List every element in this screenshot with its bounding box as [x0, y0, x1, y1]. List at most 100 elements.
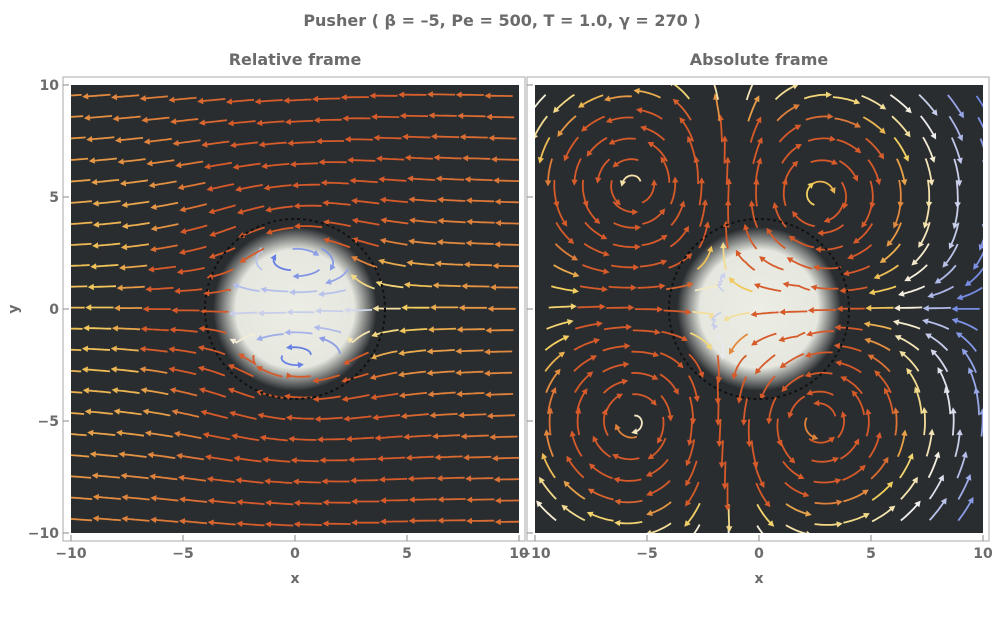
streamline	[555, 222, 574, 244]
streamline-arrowhead	[922, 318, 929, 325]
streamline-arrowhead	[427, 390, 434, 398]
streamline	[548, 305, 575, 309]
streamline	[613, 222, 640, 229]
streamline-arrowhead	[493, 177, 500, 184]
streamline	[317, 309, 344, 313]
streamline	[295, 523, 322, 526]
streamline-arrowhead	[961, 348, 969, 356]
streamline	[615, 478, 642, 482]
streamline	[535, 94, 547, 109]
streamline-arrowhead	[925, 201, 933, 208]
streamline-arrowhead	[490, 284, 496, 291]
streamline-arrowhead	[206, 185, 213, 192]
streamline	[685, 481, 700, 506]
streamline	[114, 115, 141, 120]
streamline-arrowhead	[408, 517, 415, 524]
streamline-arrowhead	[714, 398, 722, 405]
streamline	[118, 285, 145, 289]
streamline	[581, 179, 588, 206]
streamline-arrowhead	[942, 260, 949, 268]
streamline	[89, 285, 117, 288]
streamline	[949, 222, 960, 248]
streamline	[861, 94, 886, 110]
streamline	[841, 376, 863, 395]
streamline	[659, 352, 683, 368]
streamline	[896, 431, 906, 458]
streamline	[177, 454, 205, 461]
streamline-arrowhead	[270, 254, 277, 261]
streamline	[229, 120, 256, 125]
streamline	[94, 242, 121, 247]
streamline	[324, 221, 351, 227]
streamline-arrowhead	[494, 198, 501, 205]
streamline-arrowhead	[372, 414, 379, 421]
x-tick-label: −10	[519, 546, 550, 562]
streamlines	[71, 91, 519, 528]
y-tick-label: 0	[49, 302, 59, 318]
streamline	[352, 479, 379, 482]
streamline-arrowhead	[755, 116, 762, 124]
streamline	[727, 179, 730, 207]
x-tick-label: 10	[973, 546, 993, 562]
streamline	[842, 465, 865, 481]
streamline-arrowhead	[320, 179, 327, 186]
streamline	[229, 388, 255, 399]
streamline	[292, 247, 319, 256]
streamline	[467, 242, 494, 245]
streamline-arrowhead	[178, 474, 185, 482]
streamline	[429, 391, 456, 396]
streamline	[152, 223, 179, 230]
streamline-arrowhead	[233, 455, 240, 462]
streamline	[149, 453, 176, 459]
streamline-arrowhead	[113, 408, 120, 415]
streamline-arrowhead	[865, 304, 872, 312]
streamline	[257, 366, 283, 378]
streamline	[291, 162, 319, 166]
streamline	[208, 183, 235, 191]
streamline-arrowhead	[985, 430, 991, 436]
streamline	[493, 456, 519, 460]
streamline	[792, 211, 815, 227]
y-tick-label: 10	[40, 78, 60, 94]
streamline	[893, 136, 909, 161]
streamline-arrowhead	[179, 228, 187, 235]
streamline	[295, 501, 323, 505]
streamline	[146, 431, 173, 438]
streamline	[778, 124, 801, 143]
streamline-arrowhead	[116, 284, 123, 291]
streamline-arrowhead	[178, 518, 186, 525]
streamline-arrowhead	[852, 237, 860, 244]
streamline	[613, 454, 640, 461]
streamline	[83, 368, 110, 373]
streamline-arrowhead	[114, 304, 120, 312]
streamline	[564, 481, 586, 500]
streamline-arrowhead	[632, 208, 639, 216]
streamline	[924, 158, 933, 185]
streamline	[408, 261, 435, 267]
streamline	[854, 223, 874, 244]
streamline	[141, 368, 168, 374]
streamline-arrowhead	[685, 499, 692, 507]
streamline	[906, 368, 921, 393]
streamline	[233, 283, 260, 293]
streamline	[843, 489, 868, 503]
streamline	[788, 395, 806, 417]
streamline	[616, 499, 643, 504]
streamline	[208, 477, 235, 483]
streamline	[294, 268, 321, 278]
streamline	[377, 281, 404, 289]
streamline	[258, 120, 285, 125]
streamline-arrowhead	[743, 223, 750, 231]
streamline	[613, 158, 639, 167]
streamline	[785, 503, 810, 516]
streamline	[147, 286, 174, 291]
axis-ticks: −10 −5 0 5 10 −10 −5 0 5 10	[28, 78, 529, 562]
streamline-arrowhead	[283, 97, 290, 104]
streamline	[401, 328, 428, 332]
streamline	[806, 371, 833, 377]
streamline-arrowhead	[956, 294, 964, 301]
streamline-arrowhead	[728, 347, 735, 355]
streamline	[880, 243, 901, 263]
streamline-arrowhead	[587, 488, 595, 495]
streamline-arrowhead	[752, 461, 759, 469]
